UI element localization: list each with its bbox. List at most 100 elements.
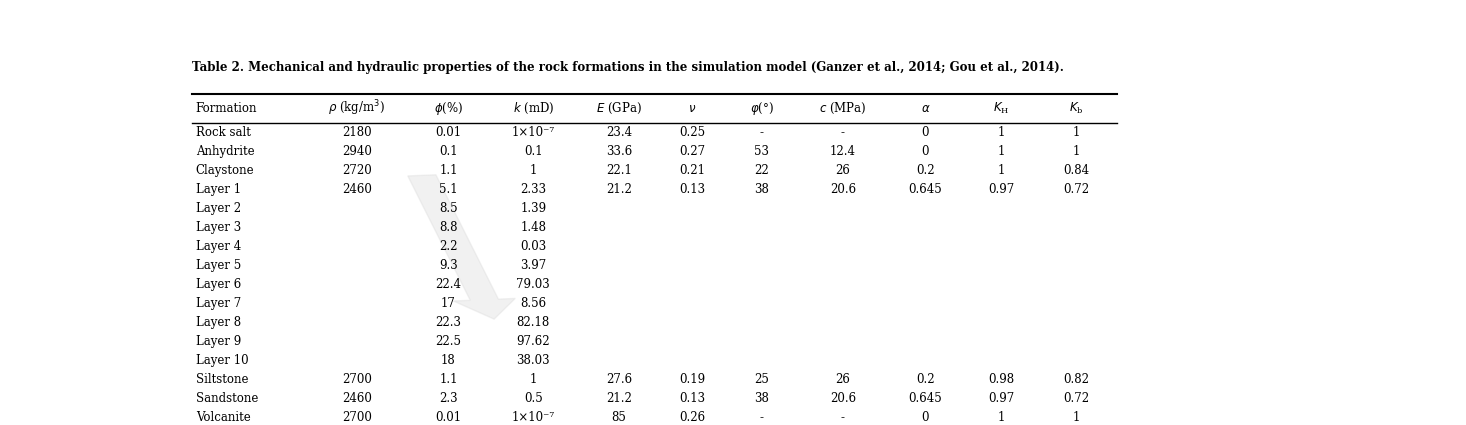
Text: 0.01: 0.01 xyxy=(435,411,462,424)
Text: Layer 10: Layer 10 xyxy=(196,354,248,367)
Text: 2.3: 2.3 xyxy=(440,392,457,405)
Text: 21.2: 21.2 xyxy=(605,183,632,196)
Text: 2.33: 2.33 xyxy=(520,183,547,196)
Text: 1: 1 xyxy=(998,126,1006,139)
Text: 23.4: 23.4 xyxy=(605,126,632,139)
Text: 1.48: 1.48 xyxy=(520,221,547,234)
Text: 1: 1 xyxy=(529,373,537,386)
Text: 26: 26 xyxy=(836,164,850,177)
Text: 2180: 2180 xyxy=(342,126,371,139)
Text: Layer 9: Layer 9 xyxy=(196,335,240,348)
Text: 2460: 2460 xyxy=(342,392,371,405)
Text: Layer 6: Layer 6 xyxy=(196,278,240,291)
Text: 18: 18 xyxy=(441,354,456,367)
Text: 0.01: 0.01 xyxy=(435,126,462,139)
Text: -: - xyxy=(841,126,844,139)
Text: Layer 2: Layer 2 xyxy=(196,202,240,215)
Text: 2700: 2700 xyxy=(342,411,371,424)
Text: -: - xyxy=(759,126,764,139)
Text: 21.2: 21.2 xyxy=(605,392,632,405)
Text: 2.2: 2.2 xyxy=(440,240,457,253)
Text: Layer 3: Layer 3 xyxy=(196,221,240,234)
Text: 1: 1 xyxy=(1073,411,1080,424)
Text: 2460: 2460 xyxy=(342,183,371,196)
Text: 0.84: 0.84 xyxy=(1063,164,1089,177)
Text: 0.645: 0.645 xyxy=(909,183,943,196)
Text: 17: 17 xyxy=(441,297,456,310)
Text: 1: 1 xyxy=(998,164,1006,177)
Text: 1×10⁻⁷: 1×10⁻⁷ xyxy=(512,411,554,424)
Text: 1: 1 xyxy=(998,411,1006,424)
FancyArrow shape xyxy=(408,175,515,319)
Text: 82.18: 82.18 xyxy=(516,316,550,329)
Text: 12.4: 12.4 xyxy=(830,145,856,158)
Text: 53: 53 xyxy=(754,145,770,158)
Text: 22.4: 22.4 xyxy=(435,278,462,291)
Text: 3.97: 3.97 xyxy=(520,259,547,272)
Text: Layer 7: Layer 7 xyxy=(196,297,240,310)
Text: 1.1: 1.1 xyxy=(440,373,457,386)
Text: 22.3: 22.3 xyxy=(435,316,462,329)
Text: $K_{\mathregular{b}}$: $K_{\mathregular{b}}$ xyxy=(1069,101,1083,116)
Text: 97.62: 97.62 xyxy=(516,335,550,348)
Text: 79.03: 79.03 xyxy=(516,278,550,291)
Text: $c$ (MPa): $c$ (MPa) xyxy=(819,101,866,116)
Text: $\nu$: $\nu$ xyxy=(689,102,696,115)
Text: 0.2: 0.2 xyxy=(916,164,935,177)
Text: Formation: Formation xyxy=(196,102,257,115)
Text: 8.8: 8.8 xyxy=(440,221,457,234)
Text: 0.13: 0.13 xyxy=(679,392,705,405)
Text: -: - xyxy=(841,411,844,424)
Text: Layer 5: Layer 5 xyxy=(196,259,240,272)
Text: Volcanite: Volcanite xyxy=(196,411,251,424)
Text: 0.645: 0.645 xyxy=(909,392,943,405)
Text: 0.98: 0.98 xyxy=(988,373,1014,386)
Text: 1: 1 xyxy=(529,164,537,177)
Text: 27.6: 27.6 xyxy=(605,373,632,386)
Text: 85: 85 xyxy=(611,411,626,424)
Text: Layer 8: Layer 8 xyxy=(196,316,240,329)
Text: 0: 0 xyxy=(922,145,929,158)
Text: Layer 1: Layer 1 xyxy=(196,183,240,196)
Text: 20.6: 20.6 xyxy=(830,183,856,196)
Text: 33.6: 33.6 xyxy=(605,145,632,158)
Text: 0.5: 0.5 xyxy=(523,392,542,405)
Text: 22.5: 22.5 xyxy=(435,335,462,348)
Text: 38: 38 xyxy=(755,392,770,405)
Text: 1: 1 xyxy=(998,145,1006,158)
Text: $\alpha$: $\alpha$ xyxy=(921,102,929,115)
Text: 0.21: 0.21 xyxy=(679,164,705,177)
Text: 0.27: 0.27 xyxy=(679,145,705,158)
Text: 2700: 2700 xyxy=(342,373,371,386)
Text: $\phi$(%): $\phi$(%) xyxy=(434,100,463,117)
Text: $E$ (GPa): $E$ (GPa) xyxy=(597,101,642,116)
Text: $k$ (mD): $k$ (mD) xyxy=(513,101,554,116)
Text: 0: 0 xyxy=(922,411,929,424)
Text: 38: 38 xyxy=(755,183,770,196)
Text: 1.39: 1.39 xyxy=(520,202,547,215)
Text: Layer 4: Layer 4 xyxy=(196,240,240,253)
Text: 0.72: 0.72 xyxy=(1063,183,1089,196)
Text: 0.1: 0.1 xyxy=(523,145,542,158)
Text: 1: 1 xyxy=(1073,126,1080,139)
Text: 9.3: 9.3 xyxy=(438,259,457,272)
Text: $\rho$ (kg/m$^3$): $\rho$ (kg/m$^3$) xyxy=(328,99,386,118)
Text: Rock salt: Rock salt xyxy=(196,126,251,139)
Text: 0: 0 xyxy=(922,126,929,139)
Text: 0.03: 0.03 xyxy=(520,240,547,253)
Text: 5.1: 5.1 xyxy=(440,183,457,196)
Text: 0.19: 0.19 xyxy=(679,373,705,386)
Text: 0.2: 0.2 xyxy=(916,373,935,386)
Text: 2940: 2940 xyxy=(342,145,371,158)
Text: Siltstone: Siltstone xyxy=(196,373,248,386)
Text: 38.03: 38.03 xyxy=(516,354,550,367)
Text: 8.5: 8.5 xyxy=(440,202,457,215)
Text: Table 2. Mechanical and hydraulic properties of the rock formations in the simul: Table 2. Mechanical and hydraulic proper… xyxy=(192,61,1064,74)
Text: Anhydrite: Anhydrite xyxy=(196,145,255,158)
Text: 2720: 2720 xyxy=(342,164,371,177)
Text: 0.25: 0.25 xyxy=(679,126,705,139)
Text: $K_{\mathregular{H}}$: $K_{\mathregular{H}}$ xyxy=(992,101,1010,116)
Text: 0.26: 0.26 xyxy=(679,411,705,424)
Text: Claystone: Claystone xyxy=(196,164,255,177)
Text: $\varphi$($°$): $\varphi$($°$) xyxy=(749,100,774,117)
